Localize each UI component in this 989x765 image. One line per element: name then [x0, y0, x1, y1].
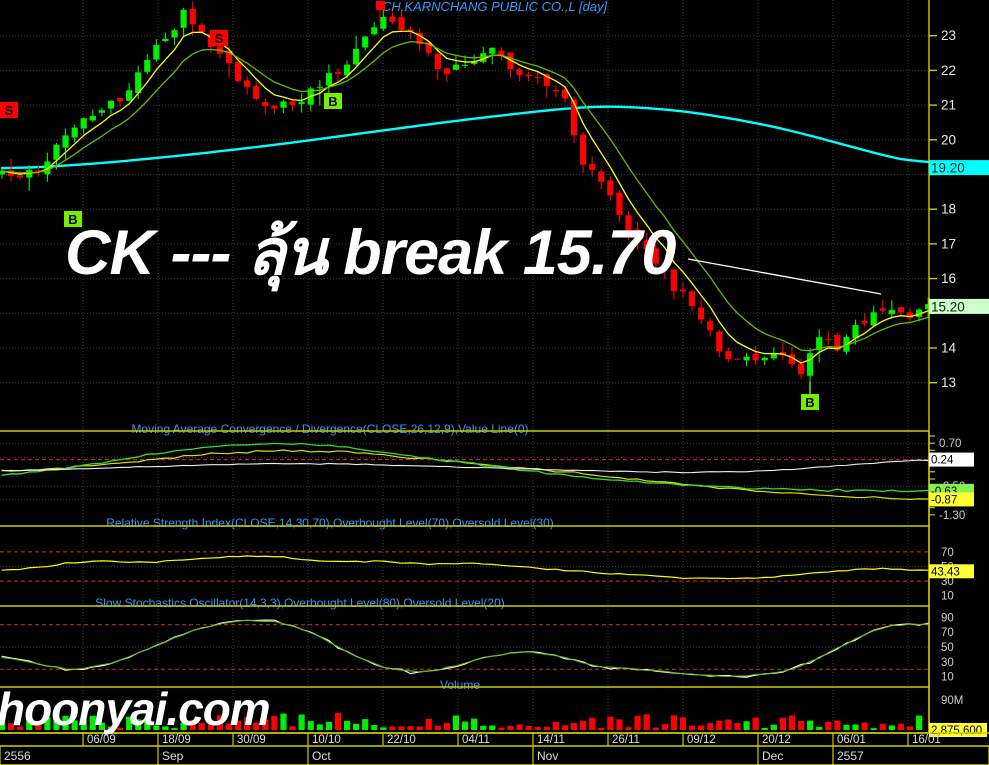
- svg-text:20: 20: [941, 132, 956, 147]
- svg-text:Relative Strength Index(CLOSE,: Relative Strength Index(CLOSE,14,30,70),…: [106, 516, 554, 530]
- svg-text:S: S: [5, 103, 14, 118]
- svg-text:0.70: 0.70: [939, 438, 961, 450]
- svg-text:70: 70: [941, 547, 954, 559]
- svg-text:09/12: 09/12: [687, 734, 716, 746]
- svg-text:06/01: 06/01: [837, 734, 866, 746]
- svg-text:21: 21: [941, 98, 956, 113]
- svg-text:S: S: [215, 31, 224, 46]
- svg-text:20/12: 20/12: [762, 734, 791, 746]
- svg-text:30: 30: [941, 657, 954, 669]
- svg-text:10: 10: [941, 591, 954, 603]
- svg-text:2556: 2556: [4, 749, 31, 763]
- svg-text:22: 22: [941, 63, 956, 78]
- svg-text:Oct: Oct: [312, 749, 331, 763]
- svg-text:18: 18: [941, 202, 956, 217]
- svg-text:50: 50: [941, 642, 954, 654]
- svg-text:17: 17: [941, 236, 956, 251]
- svg-text:B: B: [805, 395, 814, 410]
- svg-text:26/11: 26/11: [612, 734, 640, 746]
- svg-text:2557: 2557: [837, 749, 864, 763]
- svg-text:10: 10: [941, 672, 954, 684]
- svg-text:14: 14: [941, 341, 957, 356]
- svg-text:70: 70: [941, 627, 954, 639]
- svg-text:19.20: 19.20: [931, 161, 965, 176]
- svg-text:16/01: 16/01: [912, 734, 941, 746]
- svg-text:Moving Average Convergence / D: Moving Average Convergence / Divergence(…: [131, 422, 528, 436]
- svg-text:-0.87: -0.87: [931, 494, 957, 506]
- svg-text:0.24: 0.24: [931, 455, 954, 467]
- svg-text:Slow Stochastics Oscillator(14: Slow Stochastics Oscillator(14,3,3),Over…: [95, 596, 505, 610]
- svg-text:04/11: 04/11: [462, 734, 490, 746]
- svg-text:13: 13: [941, 375, 956, 390]
- svg-text:90M: 90M: [941, 695, 963, 707]
- svg-text:-1.30: -1.30: [939, 510, 965, 522]
- svg-text:Dec: Dec: [762, 749, 783, 763]
- svg-text:CH.KARNCHANG PUBLIC CO.,L [day: CH.KARNCHANG PUBLIC CO.,L [day]: [382, 0, 608, 14]
- svg-text:Nov: Nov: [537, 749, 558, 763]
- svg-text:CK --- ลุ้น break 15.70: CK --- ลุ้น break 15.70: [65, 218, 676, 292]
- svg-text:Sep: Sep: [162, 749, 184, 763]
- svg-text:15.20: 15.20: [931, 299, 965, 314]
- svg-text:14/11: 14/11: [537, 734, 565, 746]
- svg-text:16: 16: [941, 271, 956, 286]
- svg-text:43.43: 43.43: [931, 566, 960, 578]
- svg-text:Volume: Volume: [440, 678, 480, 692]
- svg-text:23: 23: [941, 28, 956, 43]
- svg-text:B: B: [328, 94, 337, 109]
- svg-text:90: 90: [941, 612, 954, 624]
